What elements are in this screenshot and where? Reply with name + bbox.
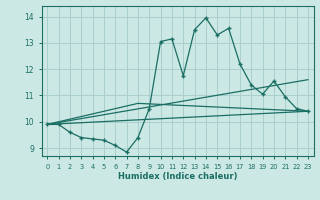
X-axis label: Humidex (Indice chaleur): Humidex (Indice chaleur) bbox=[118, 172, 237, 181]
